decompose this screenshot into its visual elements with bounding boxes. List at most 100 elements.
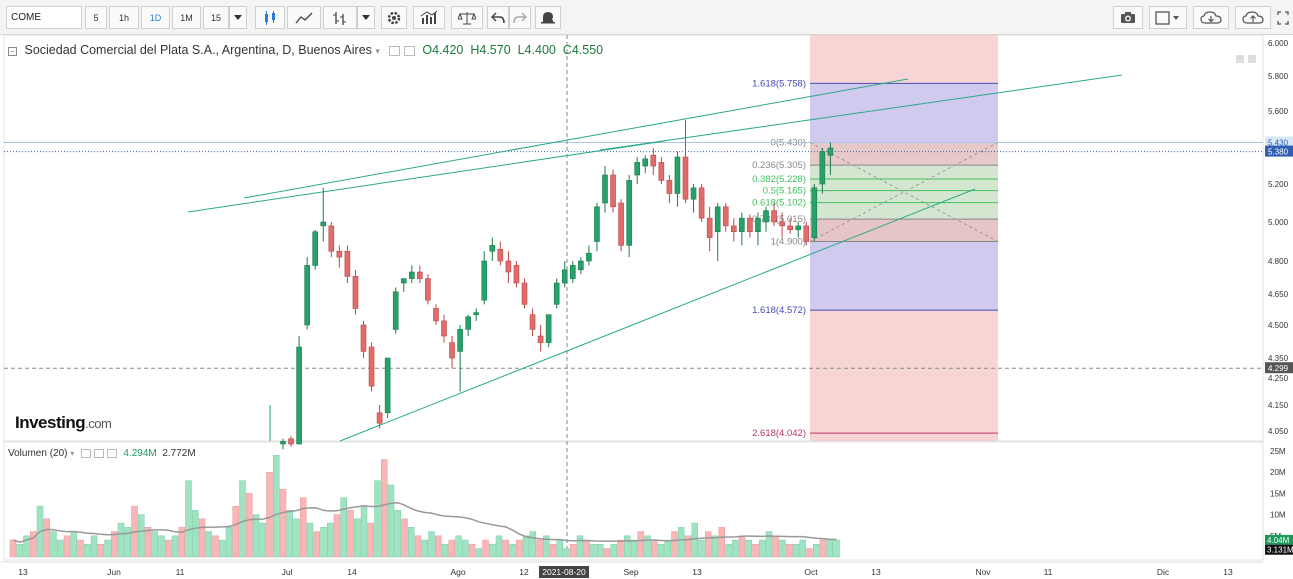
cloud-download-button[interactable] <box>1193 6 1229 29</box>
price-pane[interactable] <box>3 35 1264 442</box>
candle[interactable] <box>288 438 294 445</box>
candle[interactable] <box>344 250 351 277</box>
cloud-upload-button[interactable] <box>1235 6 1271 29</box>
candle[interactable] <box>392 291 399 330</box>
interval-1h-button[interactable]: 1h <box>109 6 139 29</box>
candle[interactable] <box>682 156 689 200</box>
compare-button[interactable] <box>451 6 483 29</box>
layout-button[interactable] <box>1149 6 1187 29</box>
candle[interactable] <box>787 225 793 231</box>
interval-dropdown-button[interactable] <box>229 6 247 29</box>
trend-line[interactable] <box>243 78 909 199</box>
candle[interactable] <box>320 221 327 227</box>
candle[interactable] <box>521 282 528 305</box>
candle[interactable] <box>755 217 761 233</box>
candle[interactable] <box>400 278 407 284</box>
screenshot-button[interactable] <box>1113 6 1143 29</box>
candle[interactable] <box>811 187 818 238</box>
candle[interactable] <box>529 314 536 330</box>
candle[interactable] <box>497 249 504 262</box>
undo-button[interactable] <box>487 6 509 29</box>
candle[interactable] <box>771 210 777 223</box>
candle[interactable] <box>779 221 785 227</box>
bar-style-button[interactable] <box>323 6 357 29</box>
candle[interactable] <box>819 151 826 185</box>
symbol-input[interactable] <box>6 6 82 29</box>
redo-button[interactable] <box>509 6 531 29</box>
legend-dropdown-icon[interactable]: ▾ <box>375 46 380 56</box>
candle[interactable] <box>698 187 705 219</box>
candle[interactable] <box>384 357 391 414</box>
indicators-button[interactable] <box>413 6 445 29</box>
candle[interactable] <box>722 206 729 227</box>
candle[interactable] <box>666 180 673 194</box>
candle[interactable] <box>714 206 721 233</box>
candle[interactable] <box>658 162 665 181</box>
candle[interactable] <box>537 335 544 343</box>
candle[interactable] <box>618 202 624 246</box>
candle[interactable] <box>312 231 319 266</box>
interval-1d-button[interactable]: 1D <box>141 6 170 29</box>
candle[interactable] <box>763 210 769 223</box>
candle-style-button[interactable] <box>255 6 285 29</box>
volume-settings-icon[interactable] <box>93 448 104 458</box>
candle[interactable] <box>296 346 302 445</box>
candle[interactable] <box>489 245 496 252</box>
alert-button[interactable] <box>535 6 561 29</box>
interval-1m-button[interactable]: 1M <box>172 6 201 29</box>
candle[interactable] <box>336 250 343 258</box>
candle[interactable] <box>441 320 447 337</box>
candle[interactable] <box>304 265 310 326</box>
candle[interactable] <box>328 225 335 252</box>
candle[interactable] <box>578 260 584 271</box>
candle[interactable] <box>803 225 810 242</box>
trend-line[interactable] <box>599 74 1123 151</box>
settings-button[interactable] <box>381 6 407 29</box>
candle[interactable] <box>626 180 632 246</box>
candle[interactable] <box>465 316 471 330</box>
interval-5-button[interactable]: 5 <box>85 6 107 29</box>
candle[interactable] <box>553 282 560 305</box>
candle[interactable] <box>352 276 359 309</box>
interval-15-button[interactable]: 15 <box>203 6 229 29</box>
candle[interactable] <box>795 225 802 231</box>
candle[interactable] <box>610 174 616 208</box>
candle[interactable] <box>481 260 488 301</box>
candle[interactable] <box>674 156 681 194</box>
candle[interactable] <box>368 346 375 387</box>
line-chart-button[interactable] <box>287 6 321 29</box>
trend-line[interactable] <box>339 188 976 442</box>
volume-visibility-icon[interactable] <box>81 448 92 458</box>
trend-line[interactable] <box>187 140 666 213</box>
candle[interactable] <box>473 312 480 315</box>
chart-style-dropdown-button[interactable] <box>357 6 375 29</box>
candle[interactable] <box>739 217 745 233</box>
candle[interactable] <box>730 225 737 233</box>
pane-control[interactable] <box>1248 55 1256 63</box>
candle[interactable] <box>408 271 415 279</box>
collapse-icon[interactable]: − <box>8 47 17 56</box>
candle[interactable] <box>561 269 568 284</box>
candle[interactable] <box>594 206 600 242</box>
candle[interactable] <box>747 217 753 233</box>
candle[interactable] <box>642 158 649 167</box>
candle[interactable] <box>690 187 697 200</box>
candle[interactable] <box>360 324 367 352</box>
candle[interactable] <box>417 271 423 279</box>
fullscreen-button[interactable] <box>1275 6 1291 29</box>
candle[interactable] <box>376 412 383 424</box>
candle[interactable] <box>505 260 512 273</box>
candle[interactable] <box>586 252 592 262</box>
candle[interactable] <box>602 174 608 204</box>
candle[interactable] <box>706 217 713 238</box>
price-chart-svg[interactable]: 1.618(5.758)0(5.430)0.236(5.305)0.382(5.… <box>0 35 1293 579</box>
volume-close-icon[interactable] <box>106 448 117 458</box>
candle[interactable] <box>513 265 520 284</box>
pane-control[interactable] <box>1236 55 1244 63</box>
candle[interactable] <box>433 308 439 322</box>
candle[interactable] <box>650 154 657 167</box>
candle[interactable] <box>457 329 463 352</box>
candle[interactable] <box>545 314 552 343</box>
candle[interactable] <box>827 147 834 156</box>
candle[interactable] <box>569 265 576 279</box>
